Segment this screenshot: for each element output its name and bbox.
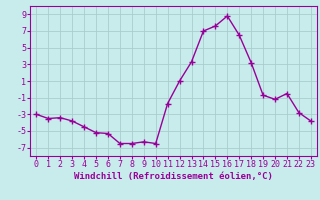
X-axis label: Windchill (Refroidissement éolien,°C): Windchill (Refroidissement éolien,°C): [74, 172, 273, 181]
